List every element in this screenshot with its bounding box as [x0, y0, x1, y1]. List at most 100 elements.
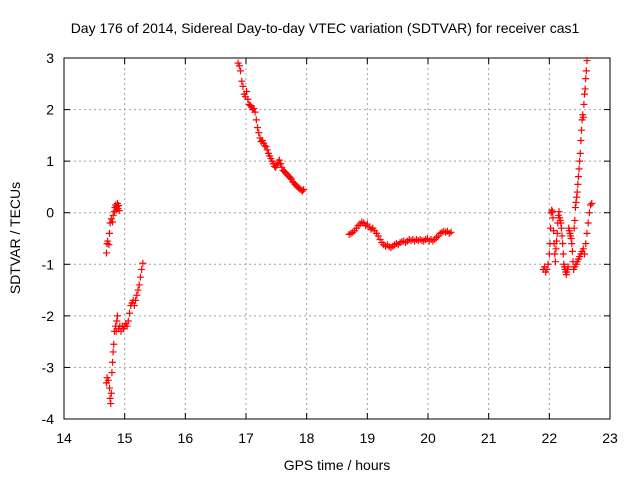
y-tick-label: -4: [42, 411, 55, 427]
data-point: [133, 291, 141, 299]
data-point: [584, 219, 592, 227]
data-point: [278, 163, 286, 171]
data-point: [107, 215, 115, 223]
data-point: [579, 245, 587, 253]
y-tick-label: -3: [42, 359, 55, 375]
data-point: [109, 211, 117, 219]
data-point: [262, 143, 270, 151]
data-point: [559, 250, 567, 258]
data-point: [107, 389, 115, 397]
data-point: [577, 137, 585, 145]
data-point: [577, 126, 585, 134]
data-point: [587, 201, 595, 209]
data-point: [573, 188, 581, 196]
data-point: [567, 235, 575, 242]
data-point: [250, 105, 258, 113]
x-tick-label: 16: [178, 430, 194, 446]
data-point: [123, 322, 131, 330]
data-point: [548, 206, 556, 214]
x-tick-label: 18: [299, 430, 315, 446]
data-point: [583, 57, 591, 65]
data-point: [300, 186, 308, 194]
data-point: [105, 241, 113, 249]
x-tick-label: 23: [602, 430, 618, 446]
data-point: [557, 224, 565, 232]
data-point: [555, 208, 563, 216]
x-tick-label: 20: [420, 430, 436, 446]
data-point: [557, 219, 565, 227]
data-point: [235, 62, 243, 70]
data-point: [571, 216, 579, 224]
data-point: [115, 201, 123, 209]
data-point: [447, 228, 455, 236]
data-point: [548, 208, 556, 216]
data-point: [579, 113, 587, 121]
data-point: [109, 218, 117, 226]
data-point: [568, 240, 576, 248]
data-point: [239, 82, 247, 90]
data-point: [124, 317, 132, 325]
data-point: [254, 124, 262, 132]
data-point: [552, 245, 560, 253]
data-point: [580, 100, 588, 108]
data-point: [135, 281, 143, 289]
x-tick-label: 21: [481, 430, 497, 446]
data-point: [263, 146, 271, 154]
data-point: [574, 173, 582, 181]
data-series-sdtvar: [102, 57, 596, 408]
data-point: [575, 165, 583, 173]
y-axis-label: SDTVAR / TECUs: [7, 182, 23, 294]
x-axis-label: GPS time / hours: [284, 457, 391, 473]
data-point: [277, 160, 285, 168]
data-point: [551, 258, 559, 266]
data-point: [573, 193, 581, 201]
data-point: [261, 142, 269, 150]
data-point: [549, 214, 557, 222]
data-point: [126, 309, 134, 317]
y-tick-label: -1: [42, 256, 55, 272]
data-point: [246, 101, 254, 109]
x-axis-tick-labels: 14 15 16 17 18 19 20 21 22 23: [56, 430, 618, 446]
y-axis-tick-labels: 3 2 1 0 -1 -2 -3 -4: [42, 50, 55, 427]
data-point: [551, 250, 559, 258]
data-point: [251, 108, 259, 116]
data-point: [553, 229, 561, 237]
data-point: [376, 236, 384, 244]
plot-frame: [63, 57, 611, 420]
data-point: [581, 90, 589, 98]
axis-ticks: [63, 57, 611, 420]
data-point: [244, 95, 252, 103]
data-point: [255, 129, 263, 137]
y-tick-label: 1: [46, 153, 54, 169]
data-point: [576, 149, 584, 157]
x-tick-label: 22: [542, 430, 558, 446]
data-point: [107, 400, 115, 408]
data-point: [106, 229, 113, 237]
data-point: [109, 348, 117, 356]
data-point: [108, 369, 116, 377]
x-tick-label: 15: [117, 430, 133, 446]
data-point: [568, 247, 576, 255]
data-point: [544, 260, 552, 268]
data-point: [243, 88, 251, 96]
data-point: [550, 227, 558, 235]
data-point: [273, 161, 281, 169]
data-point: [104, 376, 112, 384]
x-tick-label: 19: [360, 430, 376, 446]
data-point: [572, 198, 580, 206]
data-point: [110, 340, 118, 348]
x-tick-label: 14: [56, 430, 72, 446]
data-point: [252, 116, 260, 124]
data-point: [106, 384, 113, 392]
data-point: [286, 174, 294, 182]
data-point: [571, 204, 579, 212]
data-point: [132, 296, 140, 304]
chart-title: Day 176 of 2014, Sidereal Day-to-day VTE…: [71, 20, 580, 36]
data-point: [298, 187, 306, 195]
data-point: [275, 156, 283, 164]
data-point: [582, 75, 590, 83]
data-point: [115, 207, 123, 215]
data-point: [113, 317, 121, 325]
data-point: [581, 85, 589, 93]
